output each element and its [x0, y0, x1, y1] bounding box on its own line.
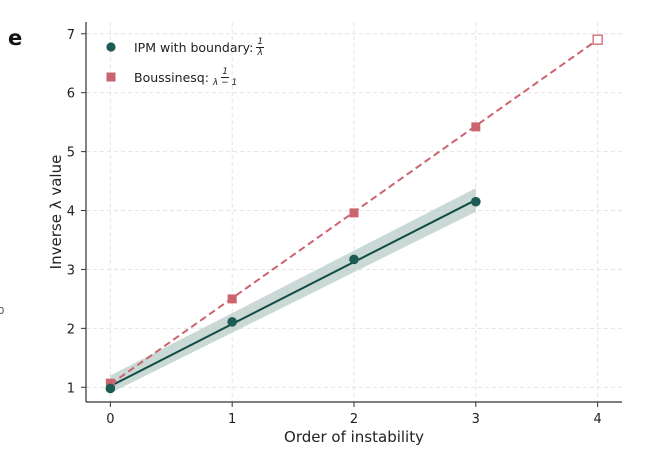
y-tick-label: 4	[67, 205, 75, 220]
panel-label: e	[8, 26, 23, 50]
legend-ipm-numerator: 1	[256, 36, 265, 48]
legend-boussinesq-text: Boussinesq:	[134, 69, 209, 85]
ipm-fit-line	[109, 199, 477, 387]
x-tick-label: 1	[228, 412, 236, 427]
ipm-point	[105, 383, 116, 394]
x-tick-label: 2	[350, 412, 358, 427]
boussinesq-point	[349, 208, 359, 218]
x-tick-label: 3	[472, 412, 480, 427]
legend-item-ipm: IPM with boundary: 1 λ	[104, 32, 265, 62]
boussinesq-point	[105, 378, 115, 388]
legend-item-boussinesq: Boussinesq: 1 λ − 1	[104, 62, 264, 92]
ipm-point	[349, 254, 359, 265]
y-tick-label: 1	[67, 381, 75, 396]
boussinesq-point	[227, 294, 237, 304]
x-axis-label: Order of instability	[284, 428, 424, 446]
boussinesq-point	[471, 122, 481, 132]
legend-boussinesq-denominator: λ − 1	[212, 77, 238, 88]
ipm-point	[471, 196, 481, 207]
y-tick-label: 6	[67, 87, 75, 102]
boussinesq-point-predicted	[592, 34, 603, 45]
legend: IPM with boundary: 1 λ Boussinesq: 1 λ −…	[104, 32, 265, 92]
legend-boussinesq-fraction: 1 λ − 1	[212, 67, 238, 88]
legend-ipm-denominator: λ	[257, 47, 263, 58]
y-axis-label: Inverse λ value	[47, 155, 65, 270]
x-tick-label: 0	[106, 412, 114, 427]
y-tick-label: 5	[67, 146, 75, 161]
legend-ipm-fraction: 1 λ	[256, 36, 265, 58]
legend-ipm-text: IPM with boundary:	[134, 39, 254, 55]
ipm-confidence-band	[110, 188, 476, 394]
x-tick-label: 4	[593, 412, 601, 427]
y-tick-label: 2	[67, 322, 75, 337]
y-tick-label: 3	[67, 263, 75, 278]
legend-boussinesq-numerator: 1	[221, 66, 229, 78]
y-tick-label: 7	[67, 28, 75, 43]
edge-clipped-label: 0	[0, 306, 5, 317]
ipm-point	[227, 317, 237, 327]
legend-circle-marker	[106, 42, 116, 52]
legend-square-marker	[106, 72, 116, 82]
